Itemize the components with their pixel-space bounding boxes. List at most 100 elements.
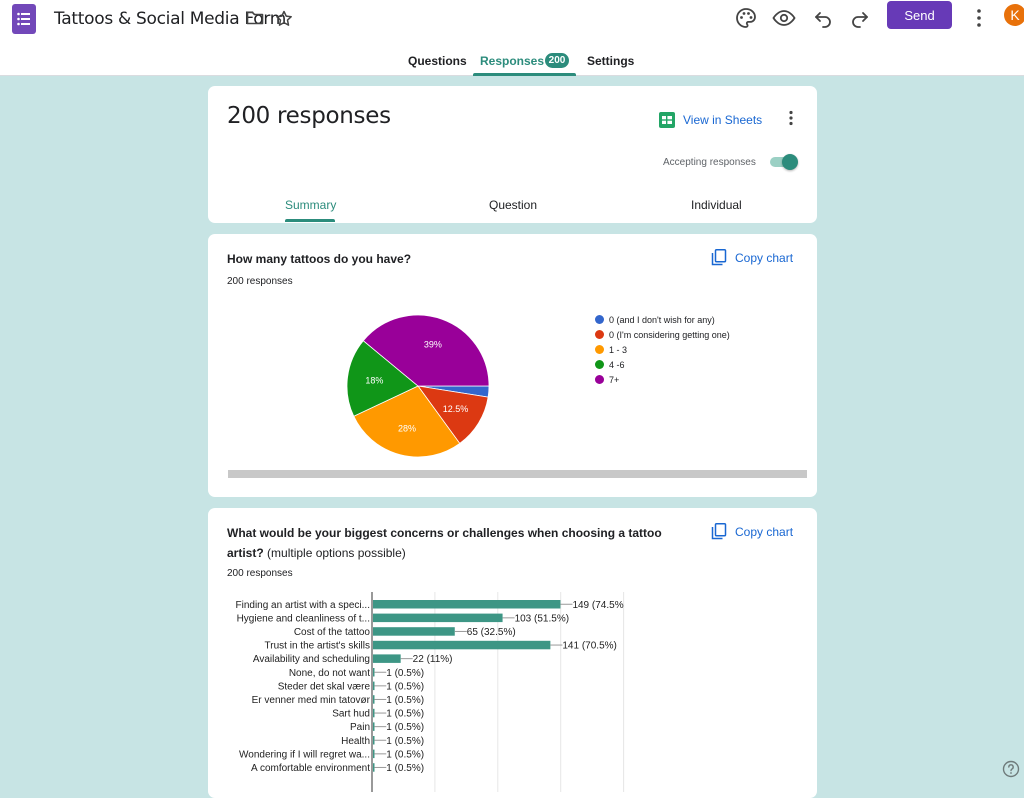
category-label: Trust in the artist's skills [265,641,370,652]
folder-icon[interactable] [246,10,264,26]
pie-slice [353,385,461,458]
pie-legend: 0 (and I don't wish for any) 0 (I'm consi… [595,312,730,387]
bar [373,695,375,704]
data-label: 1 (0.5%) [386,668,424,679]
bar [373,722,375,731]
bar [373,681,375,691]
help-icon[interactable] [1002,760,1020,778]
legend-item: 4 -6 [595,357,730,372]
copy-chart-button[interactable]: Copy chart [711,249,793,266]
category-label: Availability and scheduling [253,654,370,665]
legend-label: 0 (I'm considering getting one) [609,329,730,340]
data-label: 65 (32.5%) [467,627,516,638]
tab-summary[interactable]: Summary [285,198,337,212]
responses-title: 200 responses [227,103,391,129]
redo-icon[interactable] [848,6,872,30]
category-label: Wondering if I will regret wa... [239,749,370,760]
copy-icon [711,523,727,540]
bar [373,736,375,745]
legend-label: 0 (and I don't wish for any) [609,314,715,325]
category-label: Pain [350,722,370,733]
category-label: A comfortable environment [251,763,370,774]
data-label: 149 (74.5% [572,600,623,611]
copy-icon [711,249,727,266]
category-label: Cost of the tattoo [294,627,371,638]
bar [373,600,561,609]
legend-item: 0 (I'm considering getting one) [595,327,730,342]
pie-chart: 12.5% 28% 18% 39% [346,314,490,458]
data-label: 1 (0.5%) [386,722,424,733]
tab-responses[interactable]: Responses [480,54,545,68]
category-label: Sart hud [332,709,370,720]
tab-individual[interactable]: Individual [691,198,742,212]
accepting-responses-toggle[interactable] [768,154,800,170]
tab-questions[interactable]: Questions [408,54,467,68]
horizontal-scrollbar[interactable] [228,470,807,478]
copy-chart-label: Copy chart [735,524,794,539]
data-label: 103 (51.5%) [515,613,569,624]
data-label: 1 (0.5%) [386,709,424,720]
legend-item: 1 - 3 [595,342,730,357]
pie-slice-label: 12.5% [443,404,469,414]
question-title: How many tattoos do you have? [227,252,412,266]
pie-slice [362,314,490,387]
tattoo-count-chart-card: How many tattoos do you have? 200 respon… [208,234,817,497]
category-label: Hygiene and cleanliness of t... [237,613,370,624]
preview-eye-icon[interactable] [772,6,796,30]
legend-label: 1 - 3 [609,344,628,355]
pie-slice [346,340,419,417]
view-in-sheets-button[interactable]: View in Sheets [659,110,762,130]
legend-label: 4 -6 [609,359,625,370]
category-label: Health [341,736,370,747]
copy-chart-label: Copy chart [735,250,794,265]
copy-chart-button[interactable]: Copy chart [711,523,793,540]
tab-question[interactable]: Question [489,198,538,212]
question-note: (multiple options possible) [263,546,406,560]
bar [373,763,375,772]
legend-swatch [595,330,604,339]
responses-summary-card: 200 responses View in Sheets Accepting r… [208,86,817,223]
send-button[interactable]: Send [887,1,952,29]
document-title[interactable]: Tattoos & Social Media Form [54,9,287,29]
tab-settings[interactable]: Settings [587,54,635,68]
bar [373,668,375,677]
data-label: 1 (0.5%) [386,736,424,747]
bar [373,749,375,759]
bar [373,627,455,636]
legend-label: 7+ [609,374,620,385]
category-label: None, do not want [289,668,370,679]
bar [373,708,375,718]
legend-swatch [595,360,604,369]
data-label: 1 (0.5%) [386,695,424,706]
responses-count-badge: 200 [545,53,569,68]
star-icon[interactable] [275,10,293,27]
response-count: 200 responses [227,568,293,579]
forms-app-icon[interactable] [12,4,36,34]
avatar[interactable]: K [1004,4,1024,26]
more-options-icon[interactable] [784,110,798,126]
response-count: 200 responses [227,276,293,287]
undo-icon[interactable] [811,6,835,30]
bar [373,640,551,650]
palette-icon[interactable] [734,6,758,30]
category-label: Finding an artist with a speci... [235,600,370,611]
concerns-chart-card: What would be your biggest concerns or c… [208,508,817,798]
active-tab-indicator [473,73,576,76]
legend-swatch [595,315,604,324]
accepting-responses-label: Accepting responses [663,157,756,168]
more-vert-icon[interactable] [967,6,991,30]
summary-tab-indicator [285,219,335,222]
data-label: 1 (0.5%) [386,749,424,760]
pie-slice-label: 39% [424,340,442,350]
category-label: Er venner med min tatovør [252,695,371,706]
bar [373,654,401,663]
sheets-icon [659,112,675,128]
view-in-sheets-label: View in Sheets [683,113,763,127]
question-title: What would be your biggest concerns or c… [227,523,687,563]
pie-slice-label: 18% [365,375,383,385]
bar [373,613,503,623]
legend-item: 7+ [595,372,730,387]
category-label: Steder det skal være [278,681,371,692]
top-bar: Tattoos & Social Media Form Send K Quest… [0,0,1024,76]
question-text: What would be your biggest concerns or c… [227,526,662,560]
